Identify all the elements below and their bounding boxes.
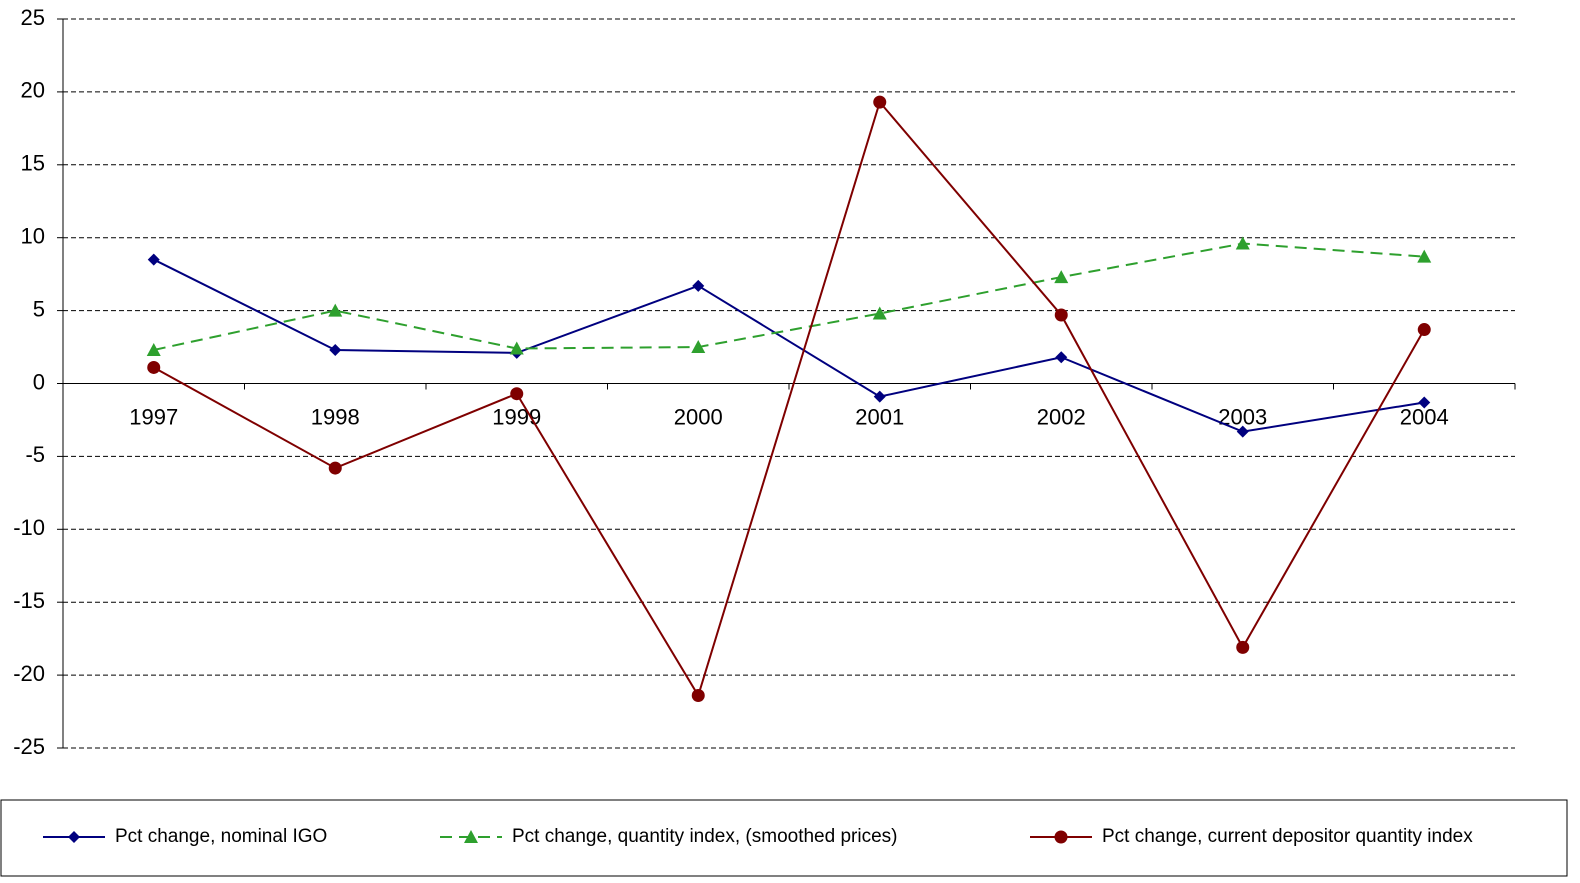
legend-marker	[68, 831, 80, 843]
data-point	[146, 342, 161, 356]
legend-box	[0, 799, 1568, 877]
y-tick-label: 5	[33, 296, 45, 321]
legend-label: Pct change, current depositor quantity i…	[1102, 826, 1473, 847]
y-tick-label: -20	[13, 661, 45, 686]
x-tick-label: 2001	[855, 404, 904, 429]
y-tick-label: -10	[13, 515, 45, 540]
data-point	[329, 343, 342, 356]
data-point	[872, 306, 887, 320]
series-line	[153, 242, 1425, 351]
x-tick-label: 1999	[492, 404, 541, 429]
y-tick-label: -5	[25, 442, 45, 467]
data-point	[1235, 236, 1250, 250]
data-point	[1055, 351, 1068, 364]
x-tick-label: 2004	[1400, 404, 1449, 429]
y-tick-label: 25	[21, 5, 45, 30]
data-point	[691, 340, 706, 354]
x-tick-label: 1998	[311, 404, 360, 429]
data-point	[1417, 323, 1431, 337]
data-point	[691, 689, 705, 703]
legend-label: Pct change, quantity index, (smoothed pr…	[512, 826, 897, 847]
x-tick-label: 2002	[1037, 404, 1086, 429]
data-point	[509, 341, 524, 355]
data-point	[328, 303, 343, 317]
data-point	[510, 387, 524, 401]
series-line	[153, 258, 1425, 433]
data-point	[873, 390, 886, 403]
series-line	[153, 100, 1426, 698]
y-tick-label: 20	[21, 78, 45, 103]
legend-marker	[1054, 830, 1068, 844]
data-point	[1054, 270, 1069, 284]
y-tick-label: -25	[13, 734, 45, 759]
y-tick-label: -15	[13, 588, 45, 613]
y-tick-label: 10	[21, 224, 45, 249]
legend-label: Pct change, nominal IGO	[115, 826, 327, 847]
data-point	[1418, 396, 1431, 409]
legend-marker	[464, 830, 478, 843]
y-tick-label: 15	[21, 151, 45, 176]
y-tick-label: 0	[33, 369, 45, 394]
data-point	[692, 279, 705, 292]
data-point	[1236, 425, 1249, 438]
data-point	[873, 95, 887, 109]
data-point	[1417, 249, 1432, 263]
data-point	[1054, 308, 1068, 322]
data-point	[147, 253, 160, 266]
data-point	[1236, 640, 1250, 654]
x-tick-label: 2000	[674, 404, 723, 429]
data-point	[147, 360, 161, 374]
data-point	[328, 461, 342, 475]
legend: Pct change, nominal IGO Pct change, quant…	[43, 826, 1473, 847]
x-tick-label: 1997	[129, 404, 178, 429]
